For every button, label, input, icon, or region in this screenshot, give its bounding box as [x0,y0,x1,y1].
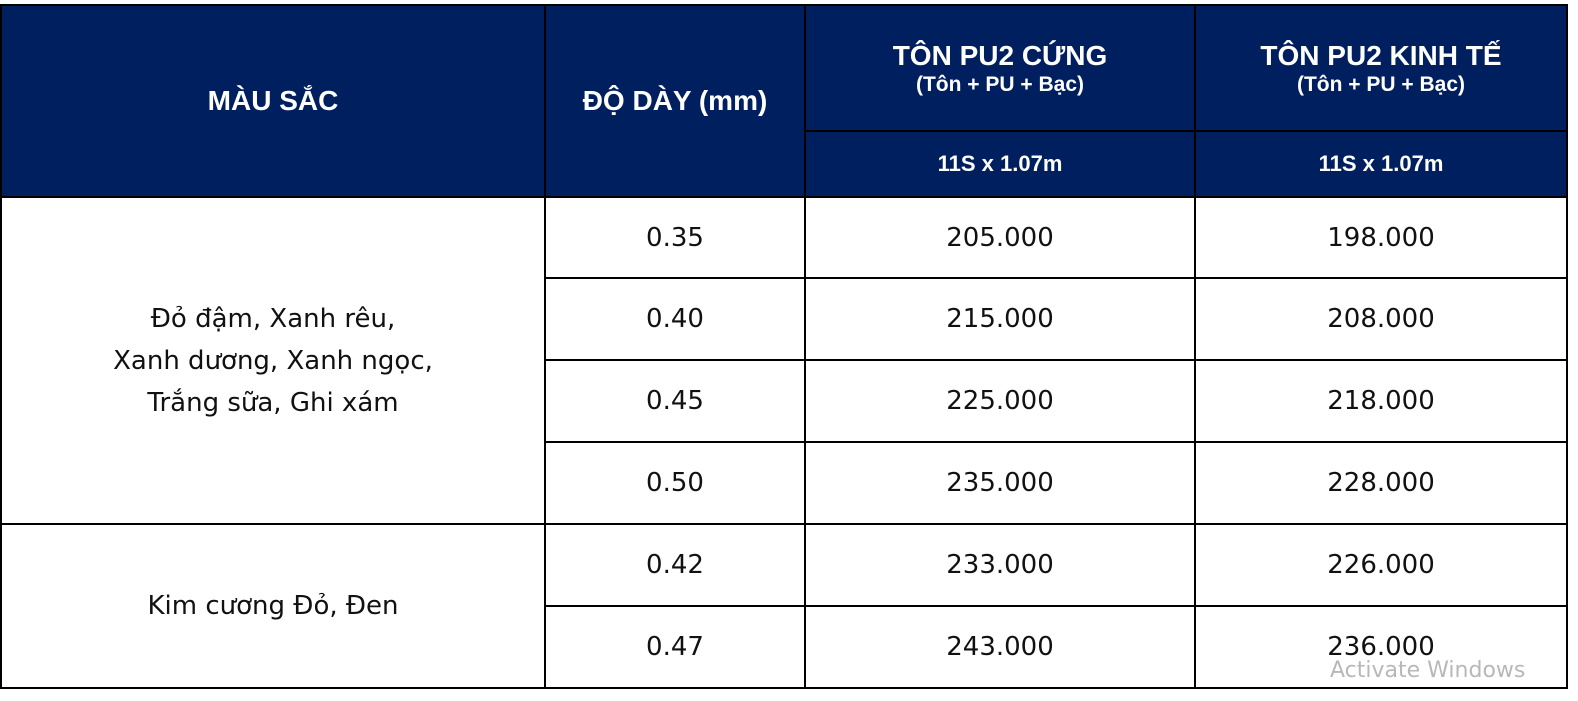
thickness-cell: 0.50 [544,441,806,525]
table-row: 0.40 215.000 208.000 [1,277,1568,361]
table-row: 0.45 225.000 218.000 [1,359,1568,443]
color-line: Kim cương Đỏ, Đen [147,591,399,621]
color-group-1: Đỏ đậm, Xanh rêu, Xanh dương, Xanh ngọc,… [0,196,546,525]
price-cell: 225.000 [804,359,1196,443]
table-row: 0.50 235.000 228.000 [1,441,1568,525]
table-row: Đỏ đậm, Xanh rêu, Xanh dương, Xanh ngọc,… [0,196,1568,525]
activate-windows-watermark: Activate Windows [1330,658,1526,683]
price-cell: 236.000 [1194,605,1568,689]
table-row: Kim cương Đỏ, Đen 0.42 233.000 226.000 [0,523,1568,689]
price-cell: 243.000 [804,605,1196,689]
thickness-cell: 0.35 [544,196,806,279]
thickness-cell: 0.45 [544,359,806,443]
thickness-cell: 0.40 [544,277,806,361]
header-product-1-title: TÔN PU2 CỨNG [892,40,1108,71]
price-cell: 198.000 [1194,196,1568,279]
price-cell: 226.000 [1194,523,1568,607]
price-table: MÀU SẮC ĐỘ DÀY (mm) TÔN PU2 CỨNG (Tôn + … [0,4,1568,689]
table-row: 0.47 243.000 236.000 [1,605,1568,689]
price-cell: 235.000 [804,441,1196,525]
color-line: Trắng sữa, Ghi xám [147,387,399,418]
price-cell: 233.000 [804,523,1196,607]
header-thickness: ĐỘ DÀY (mm) [544,4,806,198]
header-product-2-spec: 11S x 1.07m [1194,130,1568,198]
header-product-1: TÔN PU2 CỨNG (Tôn + PU + Bạc) [804,4,1196,132]
price-cell: 205.000 [804,196,1196,279]
price-cell: 215.000 [804,277,1196,361]
price-cell: 228.000 [1194,441,1568,525]
header-product-2-title: TÔN PU2 KINH TẾ [1260,40,1502,71]
thickness-cell: 0.42 [544,523,806,607]
header-product-2: TÔN PU2 KINH TẾ (Tôn + PU + Bạc) [1194,4,1568,132]
header-color: MÀU SẮC [0,4,546,198]
header-product-2-sub: (Tôn + PU + Bạc) [1296,73,1466,96]
thickness-cell: 0.47 [544,605,806,689]
color-line: Đỏ đậm, Xanh rêu, [150,303,396,334]
color-group-2: Kim cương Đỏ, Đen [0,523,546,689]
color-line: Xanh dương, Xanh ngọc, [113,345,433,376]
header-product-1-sub: (Tôn + PU + Bạc) [915,73,1085,96]
price-table-container: MÀU SẮC ĐỘ DÀY (mm) TÔN PU2 CỨNG (Tôn + … [0,4,1568,689]
header-product-1-spec: 11S x 1.07m [804,130,1196,198]
price-cell: 218.000 [1194,359,1568,443]
price-cell: 208.000 [1194,277,1568,361]
